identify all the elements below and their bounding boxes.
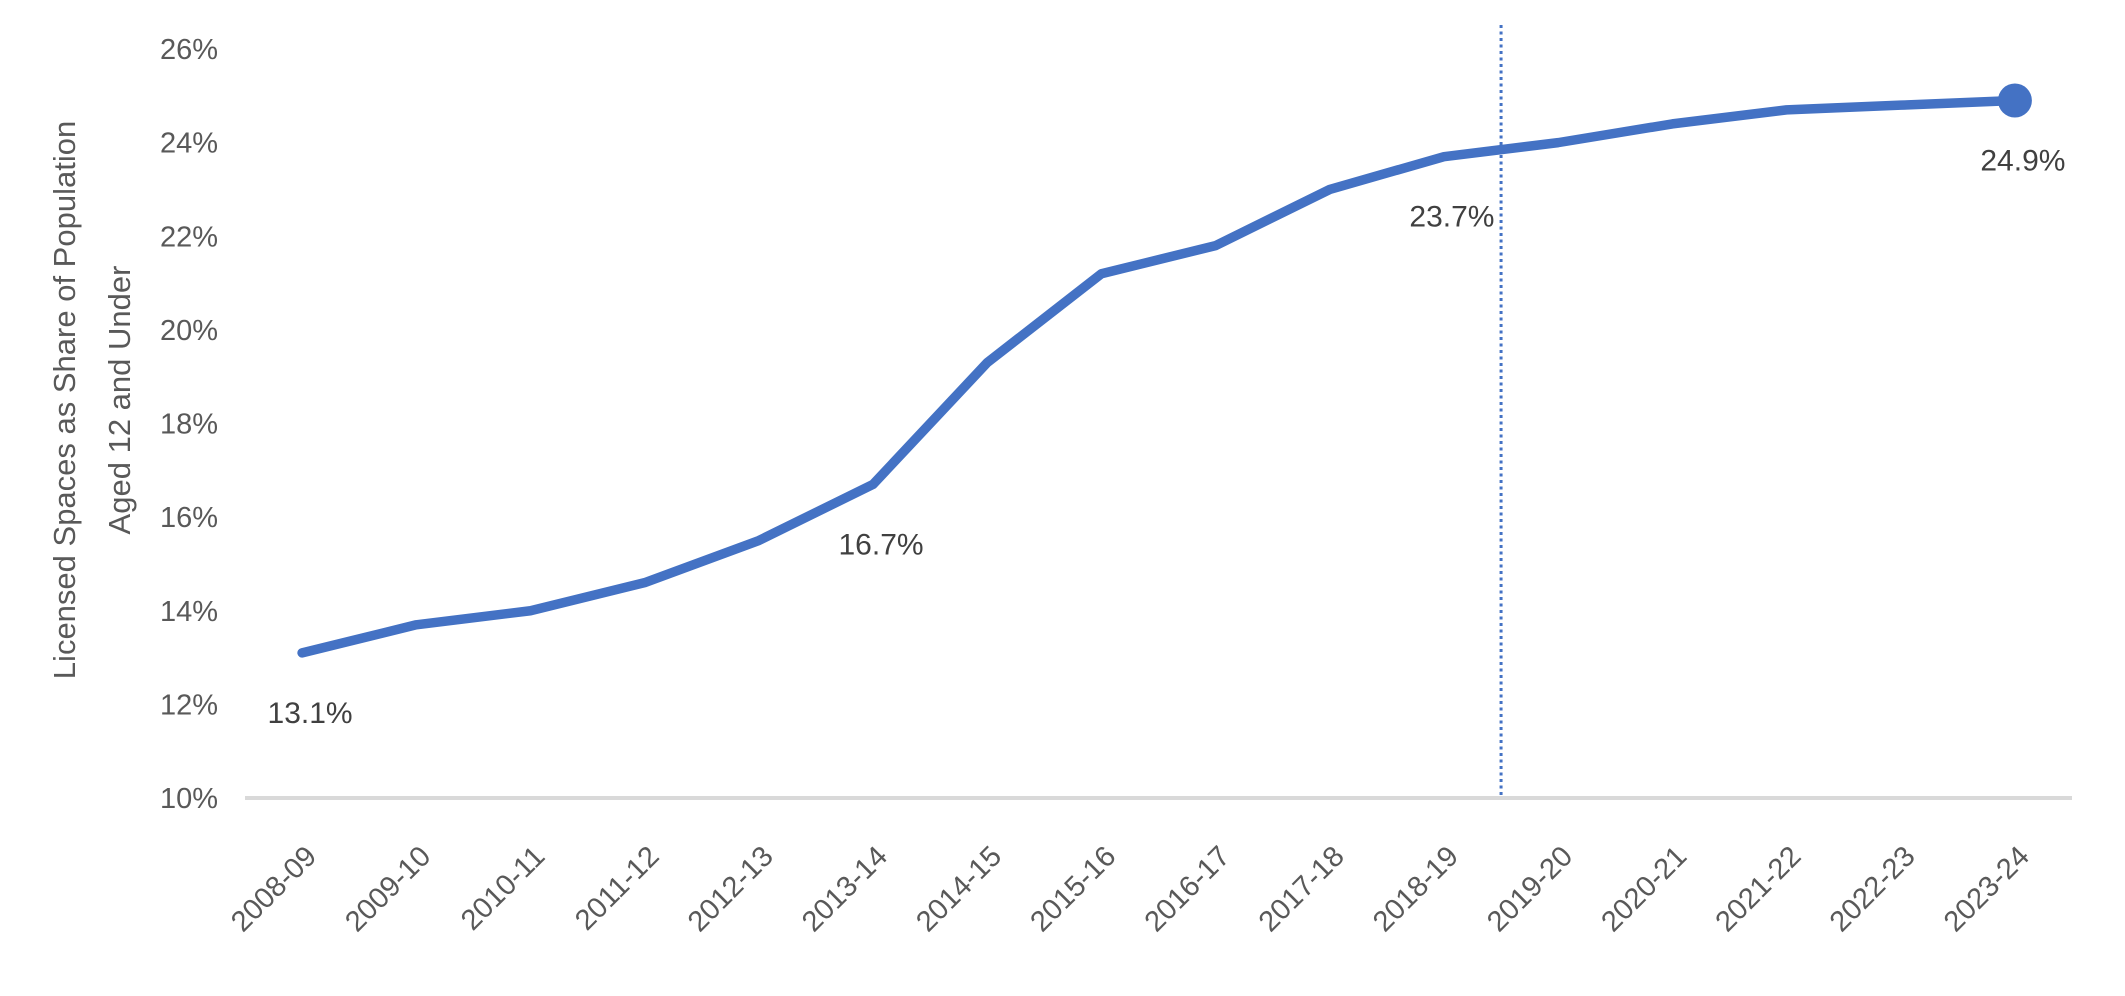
x-tick-label: 2020-21: [1595, 840, 1693, 938]
data-label-2013-14: 16.7%: [838, 528, 923, 561]
x-tick-label: 2017-18: [1253, 840, 1351, 938]
y-axis-title-line1: Licensed Spaces as Share of Population: [47, 121, 82, 679]
x-tick-label: 2008-09: [225, 840, 323, 938]
x-tick-label: 2014-15: [910, 840, 1008, 938]
x-tick-label: 2015-16: [1024, 840, 1122, 938]
y-tick-label: 16%: [160, 502, 218, 534]
x-tick-label: 2018-19: [1367, 840, 1465, 938]
x-tick-label: 2011-12: [569, 840, 665, 936]
y-tick-label: 10%: [160, 783, 218, 815]
data-label-2008-09: 13.1%: [268, 697, 353, 730]
x-tick-label: 2022-23: [1824, 840, 1922, 938]
x-tick-label: 2013-14: [796, 840, 894, 938]
data-label-2023-24: 24.9%: [1980, 144, 2065, 177]
x-tick-label: 2009-10: [339, 840, 437, 938]
data-label-2018-19: 23.7%: [1409, 201, 1494, 234]
x-tick-label: 2016-17: [1139, 840, 1237, 938]
x-tick-label: 2012-13: [682, 840, 780, 938]
axis-layer: 10% 12% 14% 16% 18% 20% 22% 24% 26% 2008-09 2009-1…: [160, 34, 2072, 938]
y-tick-label: 12%: [160, 689, 218, 721]
y-tick-label: 26%: [160, 34, 218, 66]
y-tick-label: 18%: [160, 409, 218, 441]
y-tick-label: 20%: [160, 315, 218, 347]
series-line: [297, 95, 2020, 658]
y-tick-label: 22%: [160, 221, 218, 253]
x-tick-label: 2010-11: [455, 840, 551, 936]
y-tick-label: 24%: [160, 128, 218, 160]
series-layer: [297, 83, 2032, 658]
x-tick-label: 2019-20: [1481, 840, 1579, 938]
end-point-marker: [1997, 83, 2032, 118]
y-axis-title-line2: Aged 12 and Under: [102, 266, 137, 535]
x-tick-label: 2023-24: [1938, 840, 2036, 938]
x-tick-label: 2021-22: [1710, 840, 1808, 938]
y-tick-label: 14%: [160, 596, 218, 628]
data-labels-layer: 13.1% 16.7% 23.7% 24.9%: [268, 144, 2066, 729]
